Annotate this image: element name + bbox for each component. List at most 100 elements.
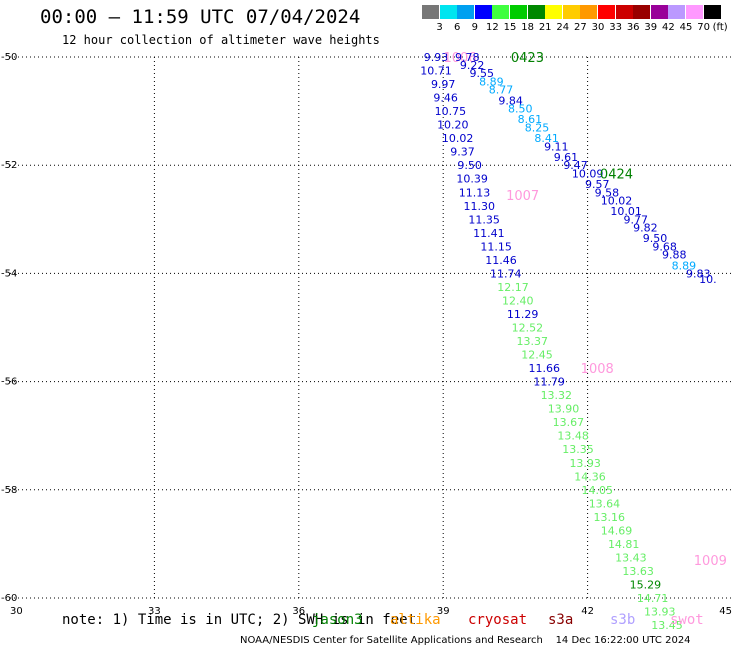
wave-height-label: 14.71 [637,592,669,605]
wave-height-label: 11.74 [490,267,522,280]
wave-height-label: 12.52 [512,322,544,335]
wave-height-label: 10.01 [610,205,642,218]
legend-swatch [703,5,721,19]
pass-time-label: 1006 [443,51,476,66]
wave-height-label: 13.64 [589,497,621,510]
pass-time-label: 1008 [581,362,614,377]
legend-tick-label: 15 [503,22,517,33]
legend-swatch [527,5,545,19]
wave-height-label: 9.84 [498,94,523,107]
legend-swatch [545,5,563,19]
wave-height-label: 9.37 [450,146,475,159]
wave-height-label: 13.32 [541,389,573,402]
mission-label-swot: swot [670,612,704,628]
legend-tick-label: 9 [471,22,478,33]
wave-height-label: 14.81 [608,538,640,551]
wave-height-label: 11.13 [459,186,491,199]
wave-height-label: 10.02 [442,132,474,145]
wave-height-label: 10.75 [435,105,467,118]
legend-swatch [510,5,527,19]
pass-time-label: 0423 [511,51,544,66]
legend-tick-label: 6 [454,22,461,33]
wave-height-label: 13.93 [644,606,676,619]
wave-height-label: 8.77 [489,83,514,96]
legend-tick-label: 12 [486,22,499,33]
wave-height-label: 9.47 [563,159,588,172]
wave-height-label: 8.89 [672,259,697,272]
y-tick-label: -52 [1,160,17,171]
wave-height-label: 11.41 [473,227,505,240]
legend-tick-label: 24 [556,22,570,33]
legend-tick-label: 30 [591,22,605,33]
wave-height-label: 9.11 [544,140,569,153]
legend-swatch [457,5,475,19]
legend-tick-label: 70 [697,22,710,33]
legend-tick-label: 36 [626,22,640,33]
wave-height-label: 13.48 [557,430,589,443]
legend-tick-label: 21 [538,22,552,33]
legend-tick-label: 27 [574,22,587,33]
wave-height-label: 12.40 [502,294,534,307]
wave-height-label: 11.35 [468,213,500,226]
wave-height-label: 9.50 [643,232,668,245]
wave-height-label: 13.63 [622,565,654,578]
wave-height-label: 11.66 [529,362,561,375]
y-tick-label: -60 [1,593,17,604]
wave-height-label: 10. [699,273,717,286]
legend-swatch [650,5,668,19]
legend-swatch [562,5,580,19]
wave-height-label: 12.45 [521,349,553,362]
pass-time-label: 1009 [694,554,727,569]
wave-height-label: 9.68 [652,240,677,253]
y-tick-label: -56 [1,377,17,388]
wave-height-label: 11.46 [485,254,517,267]
page-title: 00:00 – 11:59 UTC 07/04/2024 [40,6,361,28]
wave-height-label: 9.97 [431,78,456,91]
wave-height-label: 14.05 [581,484,613,497]
wave-height-label: 9.22 [460,59,485,72]
legend-swatch [580,5,598,19]
mission-label-s3a: s3a [548,612,574,628]
wave-height-label: 14.69 [601,524,633,537]
wave-height-label: 14.36 [574,470,606,483]
wave-height-label: 13.45 [651,619,683,632]
legend-unit: (ft) [712,22,728,33]
legend-swatch [492,5,510,19]
wave-height-label: 10.71 [420,65,452,78]
wave-height-label: 9.55 [469,67,494,80]
legend-tick-label: 33 [609,22,622,33]
wave-height-label: 9.58 [595,186,620,199]
wave-height-label: 8.50 [508,102,533,115]
pass-time-label: 0424 [600,167,633,182]
wave-height-label: 13.35 [562,443,594,456]
x-tick-label: 39 [437,606,450,617]
legend-tick-label: 39 [644,22,658,33]
legend-swatch [686,5,703,19]
mission-label-s3b: s3b [610,612,636,628]
legend-tick-label: 18 [521,22,534,33]
y-tick-label: -54 [1,268,17,279]
wave-height-label: 10.02 [601,194,633,207]
legend-tick-label: 45 [679,22,693,33]
wave-height-label: 9.57 [585,178,610,191]
wave-height-label: 13.90 [548,403,580,416]
wave-height-label: 13.67 [553,416,585,429]
mission-label-jason3: jason3 [312,612,363,628]
wave-height-label: 10.20 [437,119,469,132]
wave-height-label: 9.93 [424,51,449,64]
wave-height-label: 8.61 [518,113,543,126]
legend-swatch [598,5,615,19]
wave-height-label: 9.61 [554,151,579,164]
legend-swatch [633,5,651,19]
y-tick-label: -50 [1,52,17,63]
wave-height-label: 9.77 [623,213,648,226]
x-tick-label: 45 [719,606,732,617]
wave-height-label: 9.82 [633,221,658,234]
wave-height-label: 8.89 [479,75,504,88]
legend-swatch [439,5,457,19]
page-subtitle: 12 hour collection of altimeter wave hei… [62,33,380,47]
wave-height-label: 10.39 [456,173,488,186]
wave-height-label: 9.78 [455,51,480,64]
x-tick-label: 33 [148,606,161,617]
